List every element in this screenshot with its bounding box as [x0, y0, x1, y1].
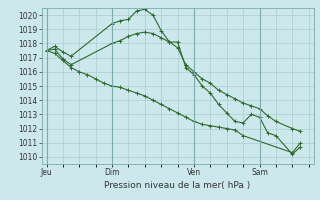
X-axis label: Pression niveau de la mer( hPa ): Pression niveau de la mer( hPa ) [104, 181, 251, 190]
